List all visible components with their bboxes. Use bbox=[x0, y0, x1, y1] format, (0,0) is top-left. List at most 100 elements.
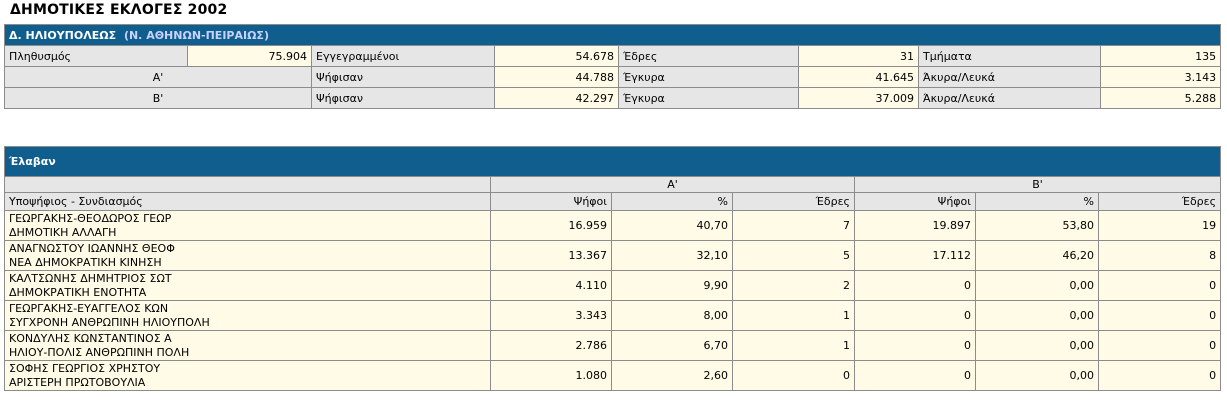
voted-value: 42.297 bbox=[494, 87, 619, 109]
party-name: ΑΡΙΣΤΕΡΗ ΠΡΩΤΟΒΟΥΛΙΑ bbox=[9, 375, 146, 389]
voted-value: 44.788 bbox=[494, 66, 619, 88]
population-value: 75.904 bbox=[187, 45, 312, 67]
results-header: Έλαβαν bbox=[3, 146, 1222, 177]
table-row: ΓΕΩΡΓΑΚΗΣ-ΕΥΑΓΓΕΛΟΣ ΚΩΝ ΣΥΓΧΡΟΝΗ ΑΝΘΡΩΠΙ… bbox=[4, 300, 1222, 331]
summary-header: Δ. ΗΛΙΟΥΠΟΛΕΩΣ (Ν. ΑΘΗΝΩΝ-ΠΕΙΡΑΙΩΣ) bbox=[3, 24, 1222, 46]
a-seats: 1 bbox=[732, 300, 855, 331]
prefecture-name: (Ν. ΑΘΗΝΩΝ-ΠΕΙΡΑΙΩΣ) bbox=[123, 28, 269, 42]
b-pct: 46,20 bbox=[975, 240, 1099, 271]
col-b-votes: Ψήφοι bbox=[854, 192, 976, 211]
a-votes: 4.110 bbox=[490, 270, 612, 301]
candidate-cell: ΚΑΛΤΣΩΝΗΣ ΔΗΜΗΤΡΙΟΣ ΣΩΤ ΔΗΜΟΚΡΑΤΙΚΗ ΕΝΟΤ… bbox=[4, 270, 491, 301]
valid-label: Έγκυρα bbox=[618, 87, 799, 109]
table-row: ΚΟΝΔΥΛΗΣ ΚΩΝΣΤΑΝΤΙΝΟΣ Α ΗΛΙΟΥ-ΠΟΛΙΣ ΑΝΘΡ… bbox=[4, 330, 1222, 361]
group-spacer bbox=[4, 176, 491, 193]
valid-value: 37.009 bbox=[798, 87, 919, 109]
summary-row-general: Πληθυσμός 75.904 Εγγεγραμμένοι 54.678 Έδ… bbox=[4, 45, 1222, 67]
sections-value: 135 bbox=[1099, 45, 1222, 67]
b-pct: 0,00 bbox=[975, 300, 1099, 331]
b-pct: 0,00 bbox=[975, 270, 1099, 301]
round-group-row: Α' Β' bbox=[4, 176, 1222, 193]
a-pct: 2,60 bbox=[611, 360, 733, 391]
seats-value: 31 bbox=[798, 45, 919, 67]
a-votes: 16.959 bbox=[490, 210, 612, 241]
round-label: Α' bbox=[4, 66, 312, 88]
municipality-name: Δ. ΗΛΙΟΥΠΟΛΕΩΣ bbox=[9, 28, 117, 42]
party-name: ΣΥΓΧΡΟΝΗ ΑΝΘΡΩΠΙΝΗ ΗΛΙΟΥΠΟΛΗ bbox=[9, 315, 210, 329]
a-votes: 13.367 bbox=[490, 240, 612, 271]
summary-row-round-b: Β' Ψήφισαν 42.297 Έγκυρα 37.009 Άκυρα/Λε… bbox=[4, 87, 1222, 109]
candidate-name: ΚΑΛΤΣΩΝΗΣ ΔΗΜΗΤΡΙΟΣ ΣΩΤ bbox=[9, 271, 172, 285]
summary-row-round-a: Α' Ψήφισαν 44.788 Έγκυρα 41.645 Άκυρα/Λε… bbox=[4, 66, 1222, 88]
invalid-label: Άκυρα/Λευκά bbox=[918, 87, 1101, 109]
population-label: Πληθυσμός bbox=[4, 45, 188, 67]
b-seats: 19 bbox=[1097, 210, 1222, 241]
round-b-group-label: Β' bbox=[853, 176, 1222, 193]
b-votes: 19.897 bbox=[854, 210, 976, 241]
b-pct: 53,80 bbox=[975, 210, 1099, 241]
a-seats: 7 bbox=[732, 210, 855, 241]
result-rows: ΓΕΩΡΓΑΚΗΣ-ΘΕΟΔΩΡΟΣ ΓΕΩΡ ΔΗΜΟΤΙΚΗ ΑΛΛΑΓΗ … bbox=[4, 210, 1222, 391]
a-votes: 2.786 bbox=[490, 330, 612, 361]
a-votes: 3.343 bbox=[490, 300, 612, 331]
col-candidate: Υποψήφιος - Συνδιασμός bbox=[4, 192, 491, 211]
b-votes: 0 bbox=[854, 300, 976, 331]
candidate-cell: ΑΝΑΓΝΩΣΤΟΥ ΙΩΑΝΝΗΣ ΘΕΟΦ ΝΕΑ ΔΗΜΟΚΡΑΤΙΚΗ … bbox=[4, 240, 491, 271]
candidate-name: ΓΕΩΡΓΑΚΗΣ-ΕΥΑΓΓΕΛΟΣ ΚΩΝ bbox=[9, 301, 169, 315]
voted-label: Ψήφισαν bbox=[311, 87, 495, 109]
b-votes: 0 bbox=[854, 330, 976, 361]
page-title: ΔΗΜΟΤΙΚΕΣ ΕΚΛΟΓΕΣ 2002 bbox=[10, 2, 228, 18]
b-seats: 0 bbox=[1097, 330, 1222, 361]
candidate-name: ΣΟΦΗΣ ΓΕΩΡΓΙΟΣ ΧΡΗΣΤΟΥ bbox=[9, 361, 161, 375]
party-name: ΔΗΜΟΤΙΚΗ ΑΛΛΑΓΗ bbox=[9, 225, 117, 239]
valid-label: Έγκυρα bbox=[618, 66, 799, 88]
a-pct: 8,00 bbox=[611, 300, 733, 331]
seats-label: Έδρες bbox=[618, 45, 799, 67]
b-votes: 0 bbox=[854, 360, 976, 391]
party-name: ΝΕΑ ΔΗΜΟΚΡΑΤΙΚΗ ΚΙΝΗΣΗ bbox=[9, 255, 162, 269]
candidate-name: ΑΝΑΓΝΩΣΤΟΥ ΙΩΑΝΝΗΣ ΘΕΟΦ bbox=[9, 241, 175, 255]
table-row: ΑΝΑΓΝΩΣΤΟΥ ΙΩΑΝΝΗΣ ΘΕΟΦ ΝΕΑ ΔΗΜΟΚΡΑΤΙΚΗ … bbox=[4, 240, 1222, 271]
candidate-cell: ΣΟΦΗΣ ΓΕΩΡΓΙΟΣ ΧΡΗΣΤΟΥ ΑΡΙΣΤΕΡΗ ΠΡΩΤΟΒΟΥ… bbox=[4, 360, 491, 391]
b-pct: 0,00 bbox=[975, 360, 1099, 391]
invalid-label: Άκυρα/Λευκά bbox=[918, 66, 1101, 88]
registered-label: Εγγεγραμμένοι bbox=[311, 45, 495, 67]
col-b-pct: % bbox=[975, 192, 1099, 211]
candidate-name: ΚΟΝΔΥΛΗΣ ΚΩΝΣΤΑΝΤΙΝΟΣ Α bbox=[9, 331, 172, 345]
sections-label: Τμήματα bbox=[918, 45, 1101, 67]
candidate-cell: ΚΟΝΔΥΛΗΣ ΚΩΝΣΤΑΝΤΙΝΟΣ Α ΗΛΙΟΥ-ΠΟΛΙΣ ΑΝΘΡ… bbox=[4, 330, 491, 361]
b-seats: 0 bbox=[1097, 300, 1222, 331]
a-votes: 1.080 bbox=[490, 360, 612, 391]
round-a-group-label: Α' bbox=[490, 176, 855, 193]
b-seats: 0 bbox=[1097, 360, 1222, 391]
a-pct: 40,70 bbox=[611, 210, 733, 241]
summary-header-row: Δ. ΗΛΙΟΥΠΟΛΕΩΣ (Ν. ΑΘΗΝΩΝ-ΠΕΙΡΑΙΩΣ) bbox=[3, 24, 1222, 46]
a-pct: 9,90 bbox=[611, 270, 733, 301]
results-header-row: Έλαβαν bbox=[3, 146, 1222, 177]
col-a-pct: % bbox=[611, 192, 733, 211]
a-pct: 32,10 bbox=[611, 240, 733, 271]
party-name: ΗΛΙΟΥ-ΠΟΛΙΣ ΑΝΘΡΩΠΙΝΗ ΠΟΛΗ bbox=[9, 345, 190, 359]
party-name: ΔΗΜΟΚΡΑΤΙΚΗ ΕΝΟΤΗΤΑ bbox=[9, 285, 147, 299]
round-label: Β' bbox=[4, 87, 312, 109]
b-seats: 0 bbox=[1097, 270, 1222, 301]
a-pct: 6,70 bbox=[611, 330, 733, 361]
registered-value: 54.678 bbox=[494, 45, 619, 67]
b-votes: 0 bbox=[854, 270, 976, 301]
a-seats: 5 bbox=[732, 240, 855, 271]
results-table: Έλαβαν Α' Β' Υποψήφιος - Συνδιασμός Ψήφο… bbox=[3, 146, 1222, 391]
col-b-seats: Έδρες bbox=[1097, 192, 1222, 211]
candidate-cell: ΓΕΩΡΓΑΚΗΣ-ΘΕΟΔΩΡΟΣ ΓΕΩΡ ΔΗΜΟΤΙΚΗ ΑΛΛΑΓΗ bbox=[4, 210, 491, 241]
col-a-seats: Έδρες bbox=[732, 192, 855, 211]
col-a-votes: Ψήφοι bbox=[490, 192, 612, 211]
candidate-cell: ΓΕΩΡΓΑΚΗΣ-ΕΥΑΓΓΕΛΟΣ ΚΩΝ ΣΥΓΧΡΟΝΗ ΑΝΘΡΩΠΙ… bbox=[4, 300, 491, 331]
invalid-value: 5.288 bbox=[1099, 87, 1222, 109]
a-seats: 2 bbox=[732, 270, 855, 301]
summary-table: Δ. ΗΛΙΟΥΠΟΛΕΩΣ (Ν. ΑΘΗΝΩΝ-ΠΕΙΡΑΙΩΣ) Πληθ… bbox=[3, 24, 1222, 109]
a-seats: 0 bbox=[732, 360, 855, 391]
b-pct: 0,00 bbox=[975, 330, 1099, 361]
candidate-name: ΓΕΩΡΓΑΚΗΣ-ΘΕΟΔΩΡΟΣ ΓΕΩΡ bbox=[9, 211, 172, 225]
voted-label: Ψήφισαν bbox=[311, 66, 495, 88]
table-row: ΣΟΦΗΣ ΓΕΩΡΓΙΟΣ ΧΡΗΣΤΟΥ ΑΡΙΣΤΕΡΗ ΠΡΩΤΟΒΟΥ… bbox=[4, 360, 1222, 391]
table-row: ΓΕΩΡΓΑΚΗΣ-ΘΕΟΔΩΡΟΣ ΓΕΩΡ ΔΗΜΟΤΙΚΗ ΑΛΛΑΓΗ … bbox=[4, 210, 1222, 241]
